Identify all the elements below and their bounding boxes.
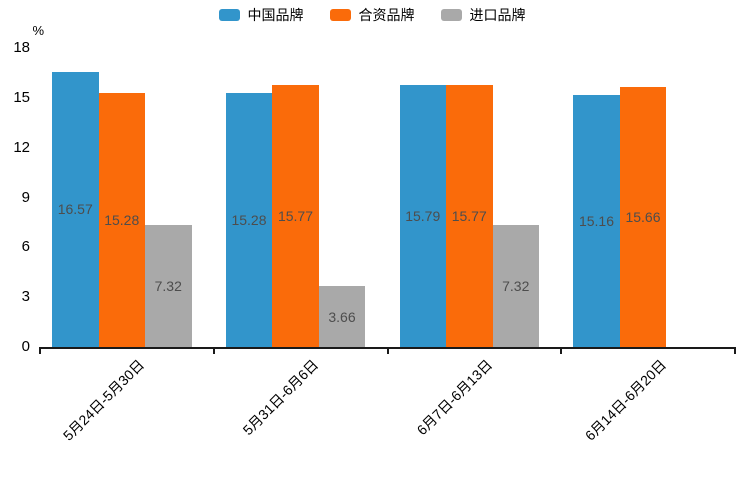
bar: 15.79 <box>399 84 446 347</box>
bar-value-label: 15.79 <box>405 207 441 224</box>
legend-item[interactable]: 合资品牌 <box>329 7 415 23</box>
bar: 15.66 <box>619 86 667 347</box>
x-axis-category-label: 6月7日-6月13日 <box>413 356 496 439</box>
bar-value-label: 15.66 <box>625 208 661 225</box>
bar: 15.77 <box>272 85 319 347</box>
bar: 15.16 <box>573 95 620 347</box>
x-axis-tick <box>734 349 736 354</box>
bar-value-label: 15.77 <box>451 208 487 224</box>
x-axis-tick <box>386 349 389 354</box>
bar: 7.32 <box>492 225 539 347</box>
bar-value-label: 16.57 <box>57 201 93 218</box>
y-axis-tick-label: 18 <box>13 39 30 56</box>
bar-value-label: 7.32 <box>502 278 530 295</box>
x-axis-tick <box>560 349 563 354</box>
legend-swatch-icon <box>440 9 462 21</box>
y-axis-tick-label: 6 <box>21 238 30 256</box>
y-axis-tick-label: 3 <box>21 288 30 306</box>
bar: 15.28 <box>98 93 145 347</box>
x-axis-tick <box>39 349 41 354</box>
x-axis-category-label: 5月31日-6月6日 <box>239 356 322 439</box>
x-axis-category-label: 5月24日-5月30日 <box>60 356 148 444</box>
bar: 3.66 <box>318 286 366 347</box>
bar: 15.28 <box>225 93 273 347</box>
y-axis-tick-label: 0 <box>21 338 30 355</box>
legend-item-label: 中国品牌 <box>247 7 304 23</box>
y-axis-tick-label: 15 <box>13 88 30 106</box>
legend-item[interactable]: 进口品牌 <box>440 7 526 23</box>
legend-item-label: 进口品牌 <box>469 7 526 23</box>
x-axis-tick <box>212 349 215 354</box>
bar-value-label: 7.32 <box>154 278 182 295</box>
x-axis-line <box>39 347 736 349</box>
bar-value-label: 15.77 <box>277 208 314 224</box>
x-axis-category-label: 6月14日-6月20日 <box>581 356 669 444</box>
bar-value-label: 15.28 <box>231 212 267 229</box>
legend-item-label: 合资品牌 <box>358 7 415 23</box>
legend-item[interactable]: 中国品牌 <box>218 7 304 23</box>
bar-value-label: 15.28 <box>104 212 140 229</box>
bar-value-label: 3.66 <box>328 308 356 325</box>
bar: 7.32 <box>145 225 192 347</box>
y-axis-tick-label: 12 <box>13 138 30 156</box>
bar-value-label: 15.16 <box>578 213 615 230</box>
legend-swatch-icon <box>218 9 240 21</box>
bar: 15.77 <box>446 85 493 347</box>
y-axis-unit-label: % <box>32 23 44 38</box>
legend: 中国品牌 合资品牌 进口品牌 <box>0 7 744 23</box>
legend-swatch-icon <box>329 9 351 21</box>
bar: 16.57 <box>52 71 99 347</box>
y-axis-tick-label: 9 <box>21 188 30 206</box>
